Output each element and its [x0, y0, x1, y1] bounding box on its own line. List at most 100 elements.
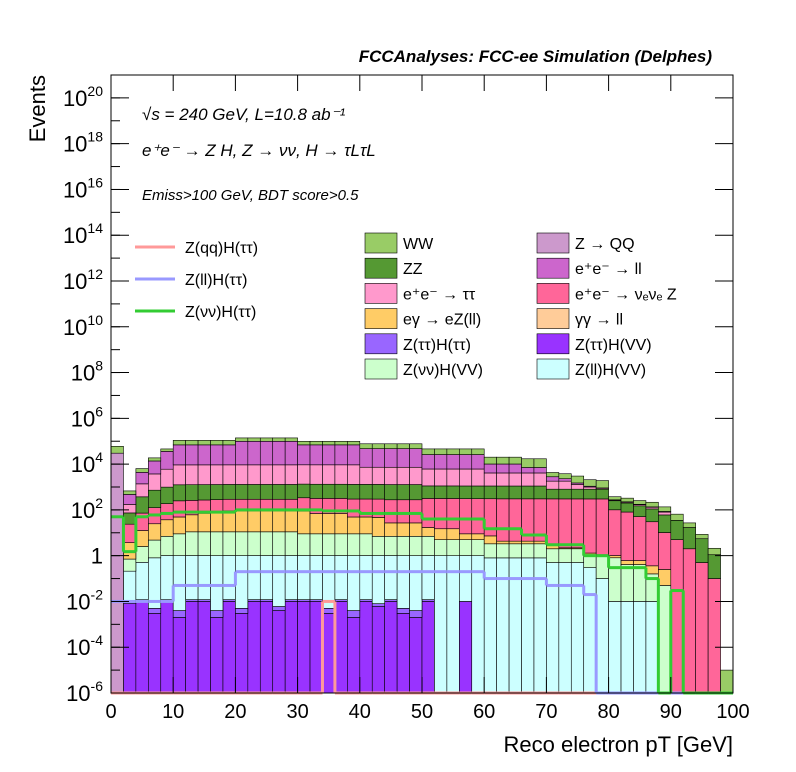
bar-segment [347, 533, 361, 556]
bar-segment [235, 464, 249, 485]
chart-title: FCCAnalyses: FCC-ee Simulation (Delphes) [359, 47, 713, 66]
bar-segment [409, 466, 423, 485]
bar-segment [185, 531, 199, 556]
plot-area [110, 437, 734, 695]
bar-segment [384, 555, 398, 600]
bar-segment [322, 444, 336, 466]
bar-segment [508, 543, 522, 559]
bar-segment [123, 504, 137, 514]
bar-segment [272, 437, 286, 442]
bar-segment [123, 558, 137, 572]
bar-segment [259, 555, 274, 600]
bar-segment [123, 512, 137, 525]
bar-segment [197, 444, 211, 466]
bar-segment [384, 499, 398, 524]
bar-segment [135, 496, 149, 514]
bar-segment [707, 554, 721, 579]
bar-segment [347, 617, 361, 694]
bar-segment [508, 498, 522, 542]
bar-segment [359, 555, 373, 600]
bar-segment [570, 488, 585, 500]
bar-segment [297, 464, 311, 485]
bar-segment [645, 601, 659, 694]
x-tick-label: 60 [473, 701, 495, 723]
bar-segment [210, 617, 224, 694]
bar-segment [334, 555, 348, 600]
bar-segment [160, 601, 174, 694]
bar-segment [272, 510, 286, 533]
bar-segment [347, 444, 361, 466]
bar-segment [459, 448, 473, 455]
bar-segment [309, 444, 323, 466]
bar-segment [197, 531, 211, 556]
x-tick-label: 0 [105, 701, 116, 723]
bar-segment [185, 601, 199, 694]
legend-label: Z(νν)H(VV) [403, 362, 483, 379]
bar-segment [222, 510, 236, 533]
bar-segment [508, 472, 522, 487]
bar-segment [620, 497, 634, 503]
bar-segment [371, 536, 385, 556]
bar-segment [235, 531, 249, 556]
x-tick-label: 100 [716, 701, 749, 723]
bar-segment [172, 555, 186, 611]
y-tick-label: 108 [71, 358, 103, 386]
bar-segment [421, 448, 435, 455]
x-tick-label: 50 [411, 701, 433, 723]
y-tick-label: 1014 [63, 220, 103, 248]
bar-segment [259, 531, 274, 556]
bar-segment [645, 501, 659, 508]
legend-label: e⁺e⁻ → ττ [403, 286, 476, 303]
bar-segment [222, 601, 236, 694]
bar-segment [421, 601, 435, 694]
bar-segment [658, 532, 672, 570]
bar-segment [259, 437, 274, 442]
bar-segment [595, 488, 609, 500]
bar-segment [334, 483, 348, 499]
bar-segment [309, 555, 323, 600]
bar-segment [707, 547, 721, 556]
bar-segment [396, 499, 410, 524]
bar-segment [235, 555, 249, 609]
bar-segment [197, 555, 211, 600]
bar-segment [409, 499, 423, 524]
bar-segment [297, 483, 311, 499]
bar-segment [148, 608, 162, 614]
bar-segment [148, 457, 162, 462]
legend-label: e⁺e⁻ → νₑνₑ Z [575, 286, 677, 303]
bar-segment [396, 443, 410, 449]
bar-segment [135, 530, 149, 547]
bar-segment [471, 468, 485, 487]
bar-segment [235, 510, 249, 533]
bar-segment [720, 669, 734, 694]
bar-segment [645, 521, 659, 567]
bar-segment [123, 603, 137, 694]
bar-segment [297, 510, 311, 535]
bar-segment [347, 440, 361, 446]
bar-segment [446, 528, 460, 540]
x-tick-label: 70 [535, 701, 557, 723]
bar-segment [670, 513, 684, 521]
bar-segment [533, 472, 547, 487]
bar-segment [210, 440, 224, 446]
bar-segment [508, 485, 522, 500]
bar-segment [496, 540, 510, 545]
bar-segment [347, 498, 361, 518]
bar-segment [409, 617, 423, 694]
bar-segment [533, 485, 547, 500]
bar-segment [359, 466, 373, 485]
bar-segment [172, 484, 186, 502]
bar-segment [347, 516, 361, 535]
bar-segment [583, 479, 597, 487]
bar-segment [546, 548, 560, 563]
bar-segment [496, 498, 510, 542]
bar-segment [434, 555, 448, 694]
bar-segment [235, 440, 249, 466]
y-tick-label: 10-4 [66, 632, 103, 660]
bar-segment [396, 608, 410, 614]
bar-segment [322, 613, 336, 694]
bar-segment [396, 613, 410, 694]
bar-segment [160, 468, 174, 488]
bar-segment [322, 533, 336, 556]
